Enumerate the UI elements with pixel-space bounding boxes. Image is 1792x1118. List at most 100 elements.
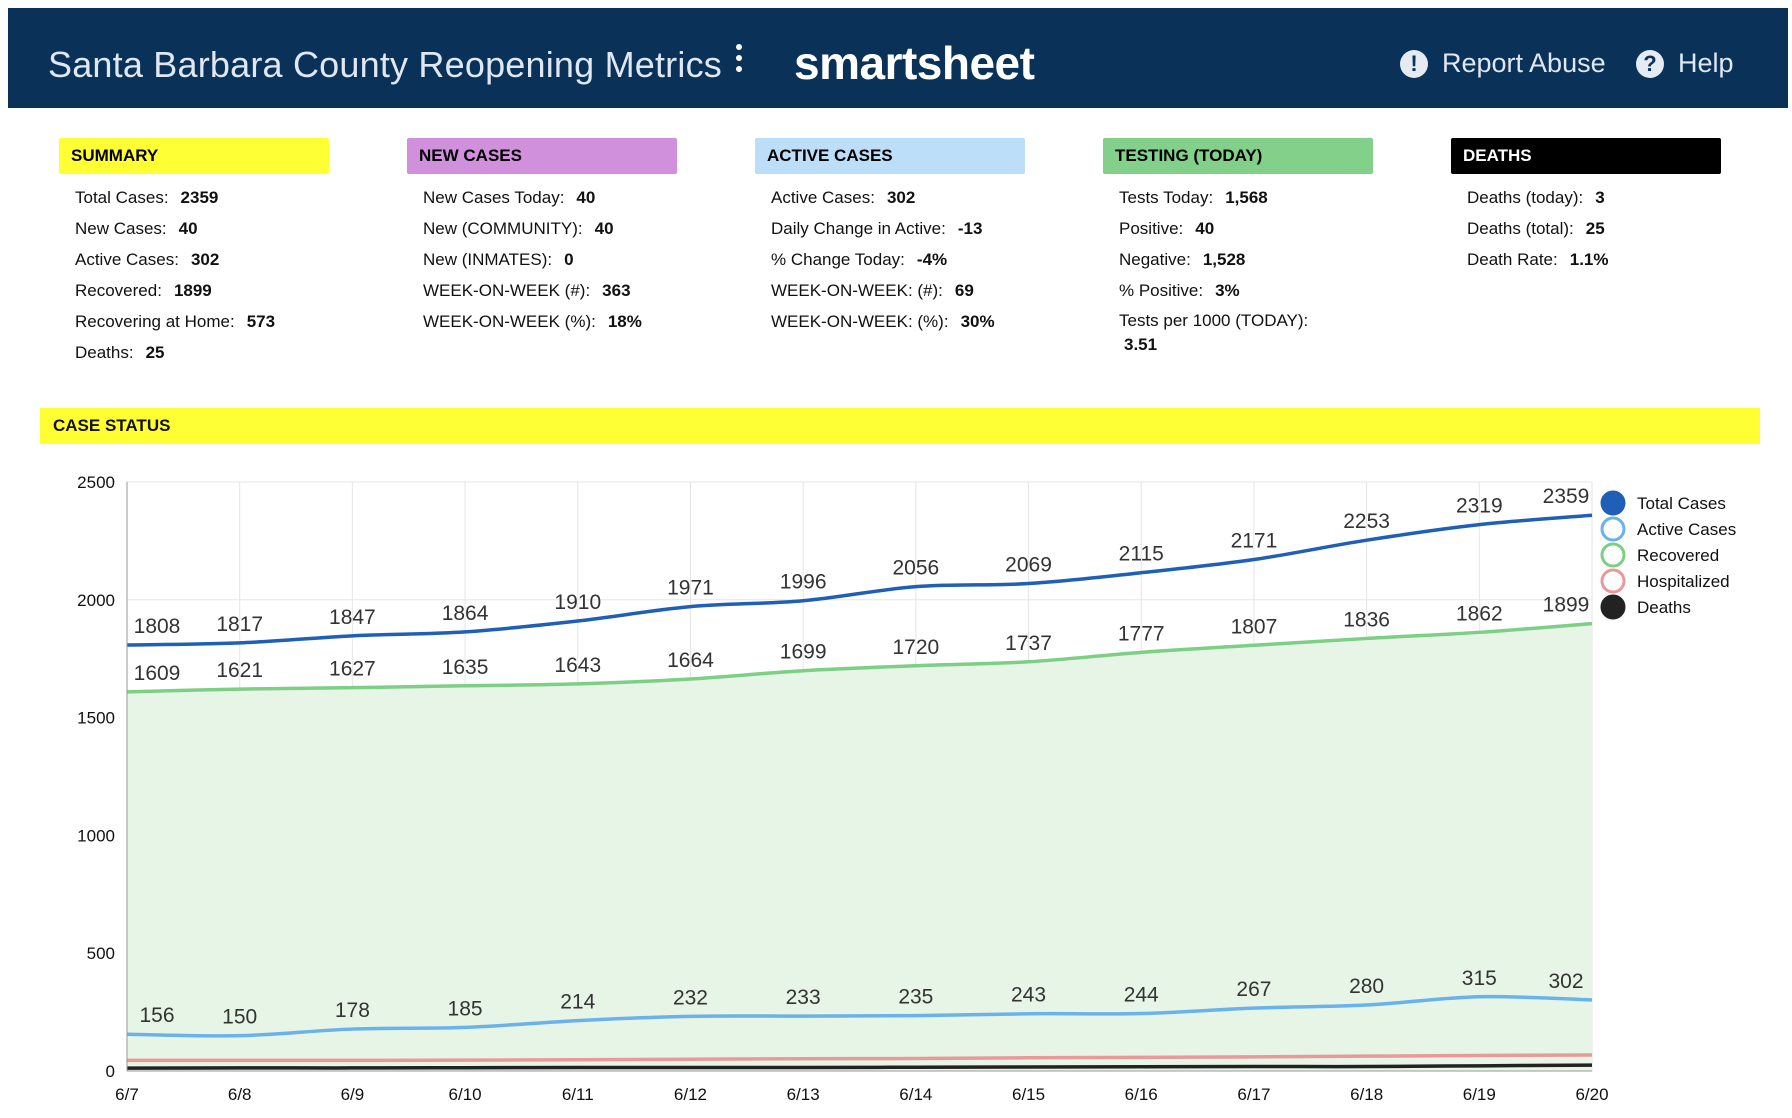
app-header: Santa Barbara County Reopening Metrics (… — [8, 8, 1788, 108]
recovered-data-label: 1643 — [554, 654, 601, 677]
alert-icon: ! — [1400, 49, 1428, 78]
deaths-legend-label: Deaths — [1637, 598, 1691, 617]
active-cases-data-label: 214 — [560, 991, 595, 1014]
deaths-line — [126, 1063, 1593, 1070]
active-cases-data-label: 243 — [1011, 984, 1046, 1007]
active-cases-card-title: ACTIVE CASES — [755, 138, 1025, 174]
deaths-card: DEATHS Deaths (today): 3 Deaths (total): 25 D… — [1451, 138, 1731, 275]
metric-row: WEEK-ON-WEEK: (%): 30% — [755, 306, 1035, 337]
metric-row: % Positive: 3% — [1103, 275, 1383, 306]
hospitalized-legend-label: Hospitalized — [1637, 572, 1730, 591]
metric-label: Tests per 1000 (TODAY): — [1119, 311, 1309, 330]
metric-value: 25 — [1585, 219, 1605, 238]
metric-row: Deaths: 25 — [59, 337, 339, 368]
testing-card-title: TESTING (TODAY) — [1103, 138, 1373, 174]
x-tick-label: 6/10 — [449, 1085, 482, 1104]
active-cases-data-label: 185 — [448, 997, 483, 1020]
recovered-data-label: 1737 — [1005, 632, 1052, 655]
x-tick-label: 6/19 — [1463, 1085, 1496, 1104]
total-cases-data-label: 1971 — [667, 577, 714, 600]
case-status-chart: 0 500 1000 1500 2000 2500 6/7 6/8 6/9 6/10 6/11 6/1… — [77, 473, 1736, 1104]
metric-value: 2359 — [180, 188, 219, 207]
total-cases-data-label: 2069 — [1005, 554, 1052, 577]
recovered-line — [126, 621, 1593, 694]
metric-row: Recovering at Home: 573 — [59, 306, 339, 337]
metric-label: WEEK-ON-WEEK (#): — [423, 281, 591, 300]
summary-card: SUMMARY Total Cases: 2359 New Cases: 40 Activ… — [59, 138, 339, 368]
x-tick-label: 6/18 — [1350, 1085, 1383, 1104]
chart-data-labels: 1808 1817 1847 1864 1910 1971 1996 2056 2069 2115… — [134, 485, 1590, 1028]
total-cases-data-label: 2056 — [892, 557, 939, 580]
recovered-data-label: 1635 — [442, 656, 489, 679]
metric-value: 40 — [576, 188, 596, 207]
x-tick-label: 6/20 — [1575, 1085, 1608, 1104]
metric-row: Positive: 40 — [1103, 213, 1383, 244]
metric-row: WEEK-ON-WEEK (#): 363 — [407, 275, 687, 306]
metric-value: 363 — [602, 281, 631, 300]
active-cases-data-label: 244 — [1124, 984, 1159, 1007]
metric-row: New (COMMUNITY): 40 — [407, 213, 687, 244]
help-icon: ? — [1636, 49, 1664, 78]
chart-axes: 0 500 1000 1500 2000 2500 6/7 6/8 6/9 6/10 6/11 6/1… — [77, 473, 1608, 1104]
x-tick-label: 6/15 — [1012, 1085, 1045, 1104]
y-tick-label: 2500 — [77, 473, 115, 492]
recovered-data-label: 1664 — [667, 649, 714, 672]
metric-row: Tests per 1000 (TODAY): 3.51 — [1103, 306, 1383, 356]
total-cases-data-label: 1817 — [216, 613, 263, 636]
total-cases-data-label: 2115 — [1119, 543, 1164, 566]
chart-areas — [127, 623, 1592, 1071]
metric-value: 302 — [190, 250, 220, 269]
metric-label: WEEK-ON-WEEK: (#): — [771, 281, 943, 300]
metric-value: 25 — [145, 343, 165, 362]
more-options-icon[interactable] — [733, 44, 745, 78]
active-cases-line — [126, 994, 1593, 1038]
total-cases-data-label: 2253 — [1343, 510, 1390, 533]
y-tick-label: 1500 — [77, 709, 115, 728]
summary-card-title: SUMMARY — [59, 138, 329, 174]
active-cases-data-label: 232 — [673, 986, 708, 1009]
x-tick-label: 6/11 — [562, 1085, 594, 1104]
metric-row: Active Cases: 302 — [755, 182, 1035, 213]
new-cases-card-title: NEW CASES — [407, 138, 677, 174]
metric-label: New (INMATES): — [423, 250, 553, 269]
metric-label: Negative: — [1119, 250, 1191, 269]
metric-label: WEEK-ON-WEEK: (%): — [771, 312, 949, 331]
metric-row: New (INMATES): 0 — [407, 244, 687, 275]
metric-value: 1899 — [173, 281, 212, 300]
active-cases-data-label: 235 — [898, 986, 933, 1009]
testing-card: TESTING (TODAY) Tests Today: 1,568 Positive… — [1103, 138, 1383, 356]
metric-label: % Change Today: — [771, 250, 905, 269]
active-cases-card: ACTIVE CASES Active Cases: 302 Daily Change… — [755, 138, 1035, 337]
new-cases-card-rows: New Cases Today: 40 New (COMMUNITY): 40 New … — [407, 182, 687, 337]
recovered-data-label: 1609 — [134, 662, 181, 685]
metric-value: 0 — [564, 250, 574, 269]
active-cases-legend-marker — [1600, 516, 1626, 542]
metric-row: WEEK-ON-WEEK (%): 18% — [407, 306, 687, 337]
metric-row: New Cases Today: 40 — [407, 182, 687, 213]
metric-row: Negative: 1,528 — [1103, 244, 1383, 275]
metric-label: Daily Change in Active: — [771, 219, 946, 238]
metric-row: New Cases: 40 — [59, 213, 339, 244]
active-cases-card-rows: Active Cases: 302 Daily Change in Active: -… — [755, 182, 1035, 337]
chart-lines — [126, 513, 1593, 1070]
testing-card-rows: Tests Today: 1,568 Positive: 40 Negative: 1,5… — [1103, 182, 1383, 356]
metric-label: % Positive: — [1119, 281, 1204, 300]
metric-value: 1,528 — [1202, 250, 1246, 269]
active-cases-data-label: 267 — [1236, 978, 1271, 1001]
x-tick-label: 6/13 — [787, 1085, 820, 1104]
report-abuse-label: Report Abuse — [1442, 48, 1606, 78]
metric-value: 3% — [1215, 281, 1240, 300]
total-cases-line — [126, 513, 1593, 647]
metric-label: Positive: — [1119, 219, 1184, 238]
help-link[interactable]: ? Help — [1636, 48, 1734, 79]
total-cases-data-label: 1847 — [329, 606, 376, 629]
metric-row: Active Cases: 302 — [59, 244, 339, 275]
total-cases-data-label: 2319 — [1456, 495, 1503, 518]
page-title: Santa Barbara County Reopening Metrics (… — [48, 44, 728, 85]
recovered-legend-label: Recovered — [1637, 546, 1719, 565]
report-abuse-link[interactable]: ! Report Abuse — [1400, 48, 1606, 79]
hospitalized-line — [127, 1053, 1593, 1063]
recovered-data-label: 1621 — [216, 659, 263, 682]
metric-value: 30% — [960, 312, 995, 331]
metric-label: Recovered: — [75, 281, 162, 300]
